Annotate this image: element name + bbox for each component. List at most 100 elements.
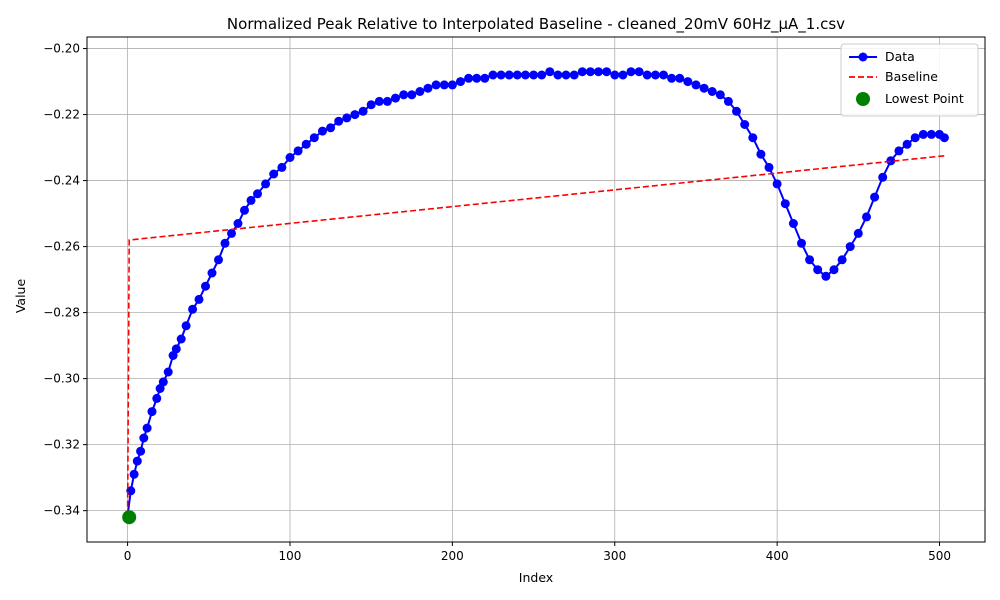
data-point (142, 423, 152, 433)
data-point (431, 80, 441, 90)
data-point (926, 129, 936, 139)
data-point (504, 70, 514, 80)
data-point (334, 116, 344, 126)
data-point (253, 189, 262, 199)
data-point (301, 139, 311, 149)
data-point (683, 77, 693, 87)
data-point (246, 195, 256, 205)
data-point (220, 238, 230, 248)
data-point (862, 212, 871, 222)
data-point (520, 70, 530, 80)
data-point (610, 70, 620, 80)
data-point (407, 90, 417, 100)
data-point (261, 179, 271, 189)
data-point (480, 73, 490, 83)
data-point (667, 73, 677, 83)
legend: Data Baseline Lowest Point (840, 43, 979, 117)
data-point (715, 90, 725, 100)
data-point (269, 169, 279, 179)
grid-lines (87, 37, 985, 542)
y-tick-label: −0.32 (43, 438, 80, 452)
y-tick-label: −0.22 (43, 108, 80, 122)
data-point (650, 70, 660, 80)
x-axis-label: Index (519, 570, 553, 585)
data-point (756, 149, 766, 159)
data-point (129, 469, 139, 479)
data-point (732, 106, 741, 116)
y-tick-label: −0.30 (43, 372, 80, 386)
data-point (659, 70, 668, 80)
data-point (618, 70, 628, 80)
data-point (829, 265, 839, 275)
data-point (285, 153, 295, 162)
chart-title: Normalized Peak Relative to Interpolated… (227, 15, 845, 34)
data-point (293, 146, 303, 156)
data-point (439, 80, 449, 90)
data-point (240, 205, 249, 215)
data-point (181, 321, 191, 331)
series-layer (122, 67, 949, 525)
data-point (358, 106, 368, 116)
data-point (585, 67, 595, 77)
data-point (415, 87, 425, 96)
data-point (139, 433, 149, 443)
data-point (391, 93, 400, 103)
data-point (813, 265, 823, 275)
y-axis-ticks: −0.34 −0.32 −0.30 −0.28 −0.26 −0.24 −0.22 −0.20 (43, 42, 87, 518)
y-tick-label: −0.20 (43, 42, 80, 56)
data-point (147, 407, 157, 417)
baseline-line (126, 155, 945, 516)
y-tick-label: −0.28 (43, 306, 80, 320)
data-point (870, 192, 880, 202)
plot-frame (86, 36, 986, 543)
x-tick-label: 500 (928, 549, 951, 563)
data-point (788, 219, 798, 228)
data-point (561, 70, 571, 80)
x-tick-label: 200 (441, 549, 464, 563)
data-point (626, 67, 636, 77)
data-point (577, 67, 587, 77)
data-point (845, 242, 855, 252)
data-point (797, 238, 806, 248)
data-point (366, 100, 376, 110)
data-point (277, 162, 287, 172)
data-point (318, 126, 327, 136)
x-tick-label: 0 (124, 549, 132, 563)
data-point (399, 90, 409, 100)
data-point (158, 377, 168, 387)
data-point (233, 219, 243, 228)
data-point (488, 70, 498, 80)
legend-lowest-point-marker (856, 92, 870, 106)
data-point (939, 133, 949, 143)
data-point (602, 67, 612, 77)
y-tick-label: −0.26 (43, 240, 80, 254)
data-point (821, 271, 831, 281)
data-point (918, 129, 928, 139)
data-point (227, 228, 236, 238)
x-axis-ticks: 0 100 200 300 400 500 (124, 542, 951, 563)
data-point (194, 294, 204, 304)
data-point (201, 281, 210, 291)
data-point (171, 344, 181, 354)
data-point (748, 133, 758, 143)
data-point (894, 146, 904, 156)
data-point (837, 255, 847, 265)
data-point (740, 120, 750, 129)
x-tick-label: 100 (279, 549, 302, 563)
data-point (423, 83, 433, 93)
data-point (537, 70, 547, 80)
data-point (374, 96, 384, 106)
data-point (447, 80, 457, 90)
data-point (152, 393, 162, 403)
data-point (878, 172, 888, 182)
data-point (176, 334, 186, 344)
lowest-point-marker (122, 510, 137, 525)
data-point (464, 73, 474, 83)
data-point (642, 70, 652, 80)
data-point (699, 83, 709, 93)
data-point (512, 70, 522, 80)
legend-label-lowest-point: Lowest Point (885, 91, 964, 106)
data-point (350, 110, 360, 120)
data-point (472, 73, 482, 83)
data-point (691, 80, 701, 90)
